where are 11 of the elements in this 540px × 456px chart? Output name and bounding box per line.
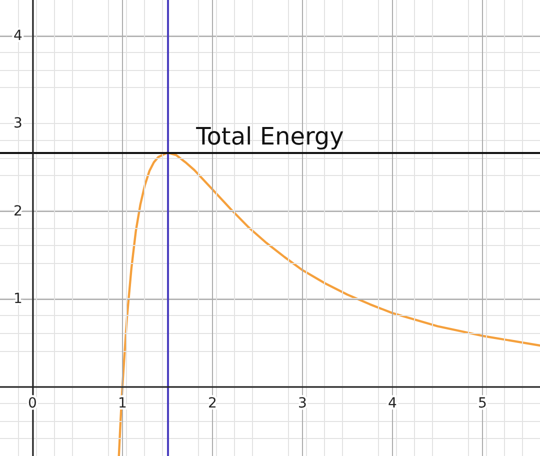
x-tick-label: 3: [298, 396, 307, 412]
line-series: [118, 151, 540, 456]
y-tick-label: 2: [13, 203, 22, 220]
x-tick-label: 1: [118, 396, 127, 412]
y-tick-label: 4: [13, 28, 22, 44]
x-tick-label: 4: [388, 396, 397, 412]
y-tick-label: 3: [13, 116, 22, 132]
x-tick-label: 5: [478, 396, 487, 412]
ref-line-label: Total Energy: [195, 122, 344, 151]
x-tick-label: 2: [208, 396, 217, 412]
y-tick-label: 1: [13, 291, 22, 308]
